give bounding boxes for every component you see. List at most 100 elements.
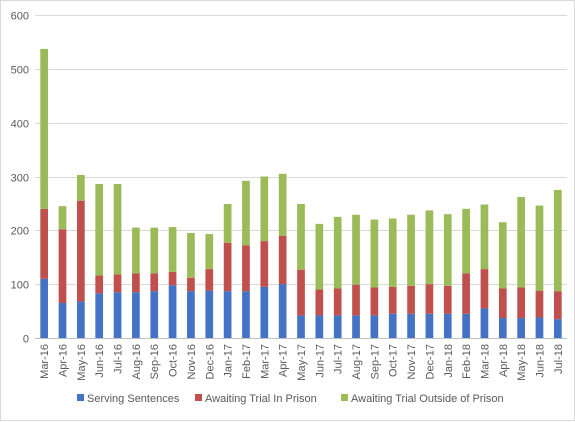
bar-segment	[205, 269, 214, 291]
bar-segment	[480, 204, 489, 270]
bar-segment	[150, 227, 159, 274]
legend-item: Serving Sentences	[77, 393, 180, 405]
bar-segment	[223, 203, 232, 243]
bar-segment	[352, 284, 360, 316]
x-tick-label: Nov-16	[186, 344, 198, 379]
bar-segment	[95, 293, 104, 338]
legend-swatch	[77, 394, 84, 401]
bar-segment	[113, 292, 122, 338]
bar-segment	[517, 287, 525, 319]
bar-segment	[462, 313, 470, 338]
bar-segment	[443, 313, 452, 338]
bars	[40, 48, 562, 338]
x-tick-label: May-17	[296, 344, 308, 381]
bar-segment	[187, 233, 195, 278]
bar-segment	[168, 285, 177, 338]
bar-segment	[517, 196, 525, 288]
legend-swatch	[195, 394, 202, 401]
bar-segment	[352, 214, 360, 285]
bar-segment	[407, 214, 415, 286]
bar-segment	[168, 271, 177, 286]
legend-label: Awaiting Trial Outside of Prison	[351, 393, 504, 405]
x-axis-tick-labels: Mar-16 Apr-16 May-16 Jun-16 Jul-16 Aug-16 Sep-…	[39, 344, 565, 381]
x-tick-label: Jan-18	[443, 344, 455, 378]
bar-segment	[352, 315, 360, 338]
legend-item: Awaiting Trial In Prison	[195, 393, 317, 405]
bar-segment	[150, 291, 159, 338]
x-tick-label: Nov-17	[406, 344, 418, 379]
bar-segment	[535, 317, 544, 338]
y-axis-tick-labels: 0 100 200 300 400 500 600	[11, 11, 29, 346]
x-tick-label: Feb-18	[461, 344, 473, 379]
legend-label: Awaiting Trial In Prison	[205, 393, 317, 405]
x-tick-label: May-18	[516, 344, 528, 381]
bar-segment	[407, 313, 415, 338]
x-tick-label: Jun-18	[534, 344, 546, 378]
bar-segment	[242, 245, 250, 292]
bar-segment	[297, 269, 305, 316]
y-tick-label: 200	[11, 226, 29, 238]
bar-segment	[168, 227, 177, 272]
bar-segment	[58, 206, 67, 230]
x-tick-label: Dec-16	[204, 344, 216, 379]
bar-segment	[297, 203, 305, 270]
legend-label: Serving Sentences	[87, 393, 180, 405]
y-tick-label: 600	[11, 11, 29, 23]
bar-segment	[113, 274, 122, 293]
bar-segment	[443, 285, 452, 314]
bar-segment	[40, 208, 49, 279]
x-tick-label: Mar-17	[259, 344, 271, 379]
legend-swatch	[341, 394, 348, 401]
bar-segment	[480, 269, 489, 309]
bar-segment	[95, 275, 104, 294]
bar-segment	[333, 288, 342, 316]
x-tick-label: Oct-16	[168, 344, 180, 377]
bar-segment	[77, 174, 85, 201]
x-tick-label: Jun-17	[314, 344, 326, 378]
bar-segment	[443, 214, 452, 286]
y-tick-label: 300	[11, 173, 29, 185]
bar-segment	[553, 189, 562, 292]
bar-segment	[498, 318, 507, 338]
bar-segment	[315, 223, 324, 290]
bar-segment	[462, 273, 470, 314]
bar-segment	[58, 229, 67, 304]
y-tick-label: 400	[11, 119, 29, 131]
bar-segment	[407, 285, 415, 314]
bar-segment	[535, 290, 544, 318]
bar-segment	[260, 176, 269, 242]
bar-segment	[77, 301, 85, 338]
bar-segment	[77, 200, 85, 302]
bar-segment	[498, 222, 507, 289]
bar-segment	[150, 273, 159, 292]
bar-segment	[223, 242, 232, 292]
bar-segment	[315, 315, 324, 338]
bar-segment	[297, 315, 305, 338]
bar-segment	[278, 284, 287, 338]
x-tick-label: Mar-16	[39, 344, 51, 379]
legend-item: Awaiting Trial Outside of Prison	[341, 393, 504, 405]
bar-segment	[278, 235, 287, 285]
bar-segment	[260, 241, 269, 287]
x-tick-label: Jun-16	[94, 344, 106, 378]
x-tick-label: Jul-18	[553, 344, 565, 374]
x-tick-label: Jan-17	[223, 344, 235, 378]
bar-segment	[462, 208, 470, 274]
bar-segment	[480, 308, 489, 338]
bar-segment	[132, 227, 140, 274]
bar-segment	[553, 319, 562, 338]
bar-segment	[425, 284, 434, 314]
bar-segment	[40, 278, 49, 338]
x-tick-label: Aug-17	[351, 344, 363, 379]
bar-segment	[278, 173, 287, 236]
bar-segment	[223, 291, 232, 338]
y-tick-label: 0	[23, 334, 29, 346]
bar-segment	[95, 184, 104, 276]
x-tick-label: May-16	[76, 344, 88, 381]
y-tick-label: 500	[11, 65, 29, 77]
x-tick-label: Apr-17	[278, 344, 290, 377]
x-tick-label: Apr-16	[58, 344, 70, 377]
x-tick-label: Oct-17	[388, 344, 400, 377]
